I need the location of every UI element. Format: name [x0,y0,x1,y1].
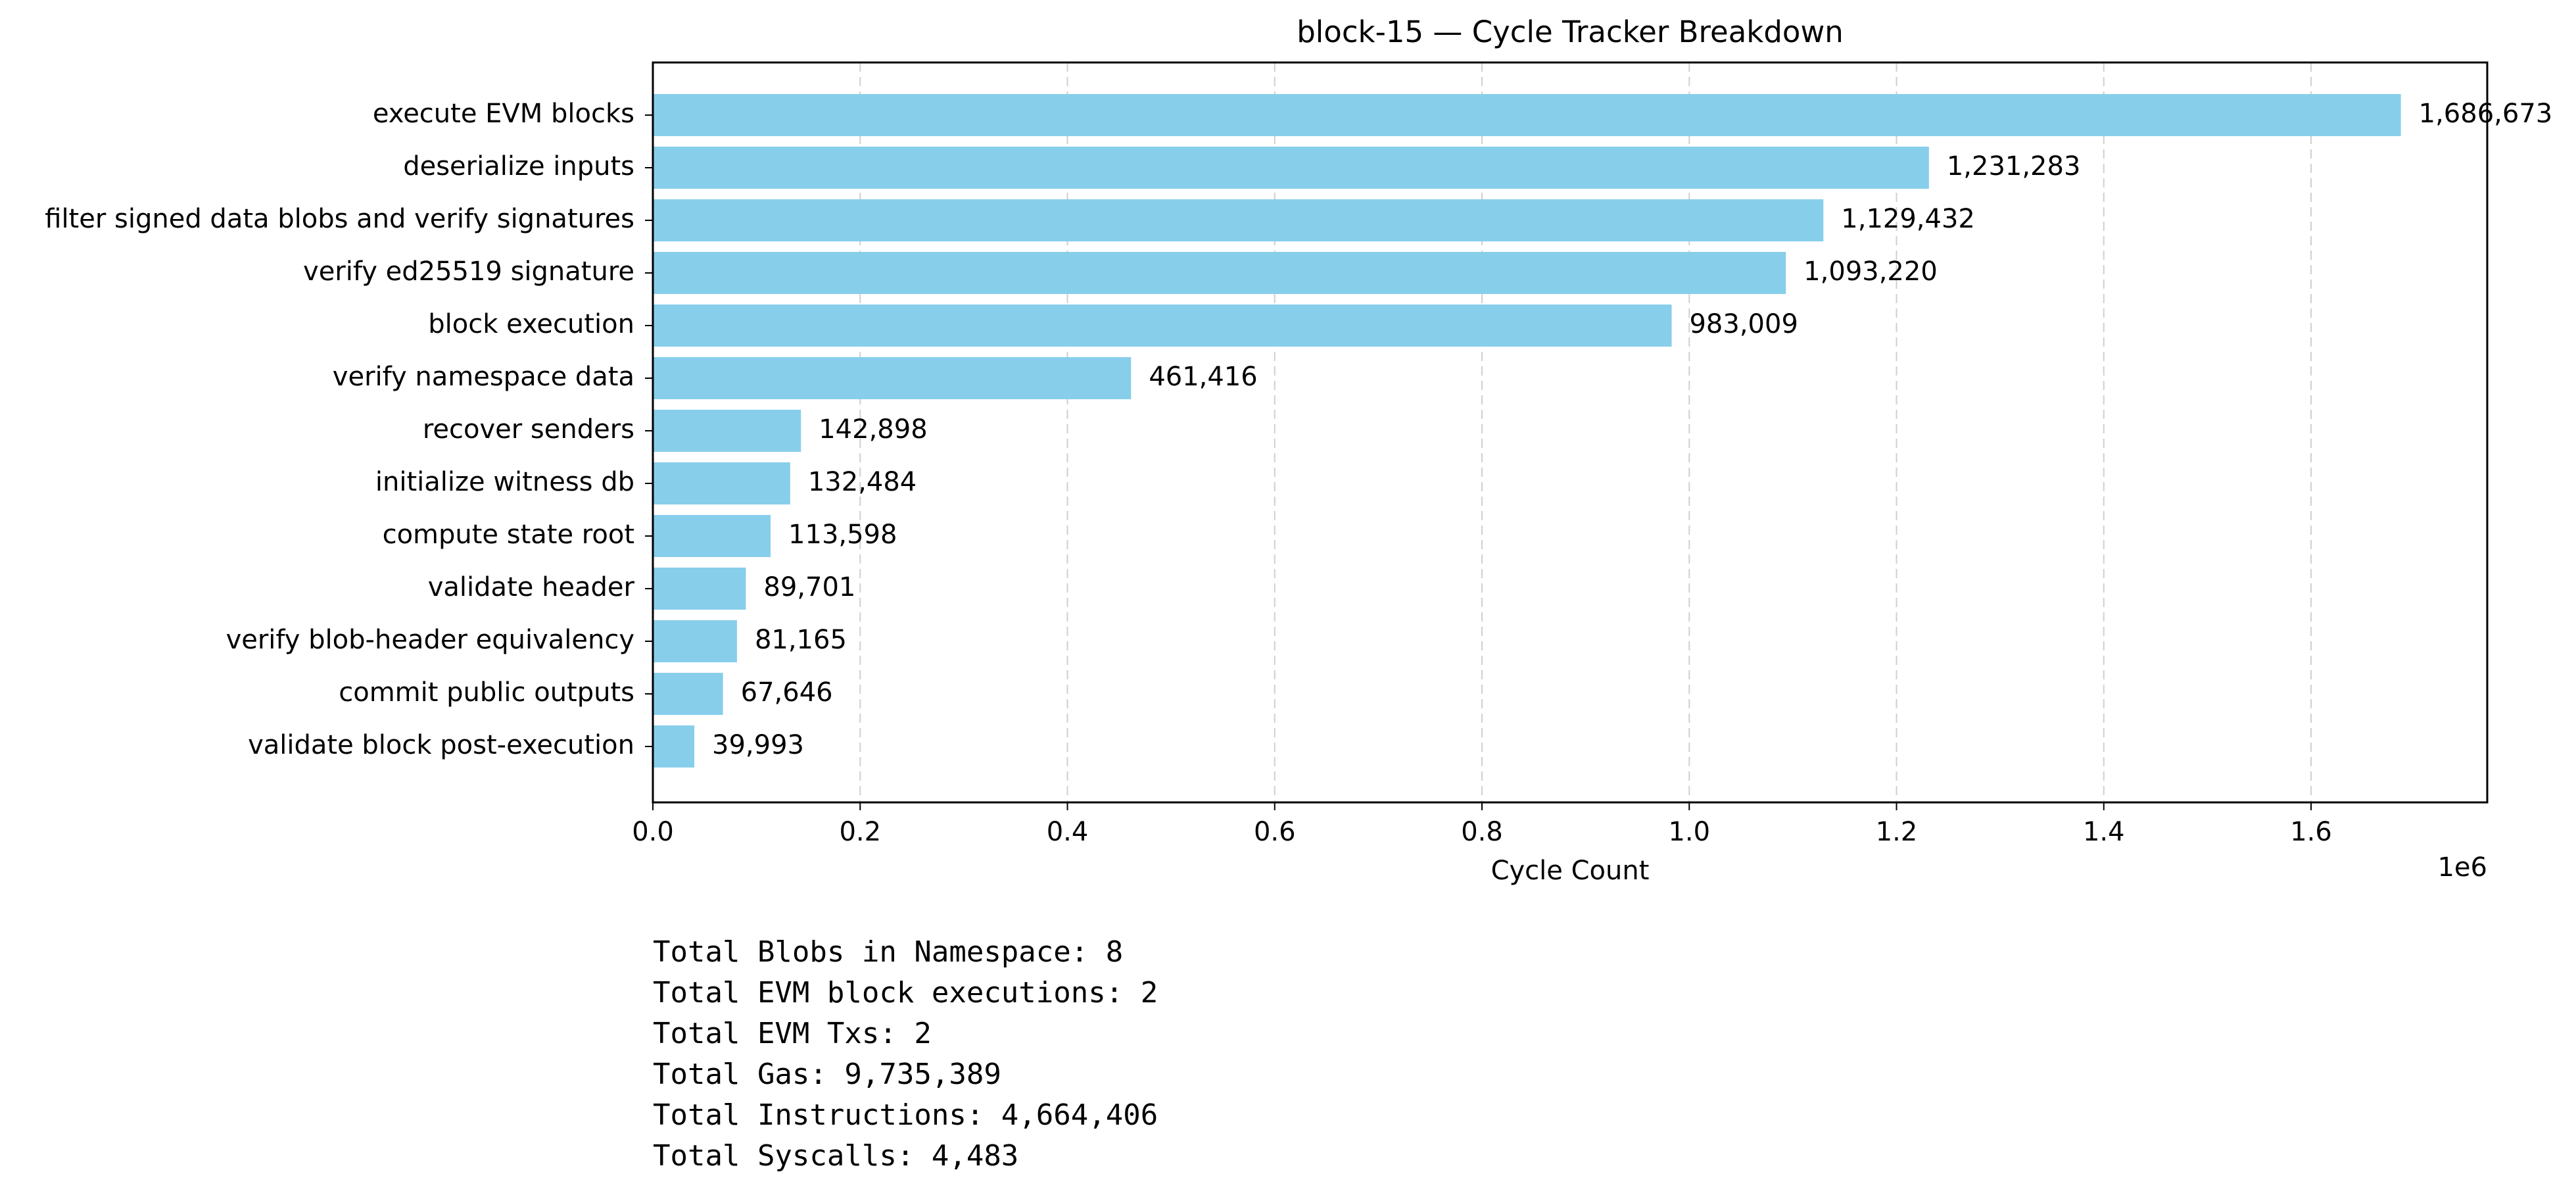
x-axis-label: Cycle Count [1491,856,1650,886]
y-tick-label: filter signed data blobs and verify sign… [45,204,634,234]
y-tick-label: recover senders [423,414,634,445]
summary-line: Total Blobs in Namespace: 8 [653,935,1123,969]
summary-block: Total Blobs in Namespace: 8 Total EVM blo… [653,935,1158,1173]
y-tick-label: verify ed25519 signature [303,256,634,287]
y-tick-label: verify blob-header equivalency [226,625,634,655]
data-label: 89,701 [763,572,855,602]
bar [653,462,790,504]
data-label: 1,686,673 [2419,99,2553,129]
x-tick-label: 0.2 [839,817,881,847]
summary-line: Total Instructions: 4,664,406 [653,1098,1158,1132]
x-tick-label: 1.2 [1876,817,1918,847]
y-tick-label: execute EVM blocks [373,99,634,129]
x-tick-label: 0.8 [1461,817,1503,847]
data-label: 983,009 [1689,309,1798,339]
summary-line: Total Syscalls: 4,483 [653,1139,1018,1173]
x-axis: 0.0 0.2 0.4 0.6 0.8 1.0 1.2 1.4 1.6 [632,802,2332,847]
summary-line: Total EVM block executions: 2 [653,976,1158,1010]
y-tick-label: validate block post-execution [248,730,634,760]
bar [653,94,2401,136]
bar [653,620,737,662]
data-label: 39,993 [712,730,804,760]
summary-line: Total EVM Txs: 2 [653,1017,932,1050]
data-label: 1,231,283 [1947,151,2081,182]
y-tick-label: compute state root [383,520,634,550]
bar [653,673,723,715]
bar [653,305,1672,347]
data-label: 142,898 [819,414,927,445]
bar [653,357,1132,399]
x-tick-label: 0.6 [1254,817,1296,847]
y-tick-label: deserialize inputs [403,151,634,182]
bar [653,725,695,768]
y-axis: execute EVM blocks deserialize inputs filt… [45,99,653,760]
data-label: 461,416 [1149,362,1257,392]
bar [653,199,1824,241]
plot-frame [652,61,2489,804]
bar [653,410,801,452]
data-label: 1,129,432 [1841,204,1975,234]
y-tick-label: validate header [428,572,635,602]
bars-layer [653,94,2401,768]
bar [653,515,771,557]
x-tick-label: 1.6 [2290,817,2332,847]
x-tick-label: 1.0 [1668,817,1710,847]
y-tick-label: verify namespace data [333,362,634,392]
y-tick-label: commit public outputs [339,677,634,708]
chart-title: block-15 — Cycle Tracker Breakdown [1297,14,1844,49]
data-label: 132,484 [808,467,917,497]
data-label: 1,093,220 [1803,256,1938,287]
bar [653,568,746,610]
x-tick-label: 0.0 [632,817,674,847]
bar [653,147,1929,189]
data-label: 113,598 [788,520,897,550]
data-label: 81,165 [755,625,847,655]
x-tick-label: 1.4 [2083,817,2125,847]
value-labels: 1,686,673 1,231,283 1,129,432 1,093,220983,… [712,99,2552,760]
data-label: 67,646 [741,677,833,708]
x-axis-scale-label: 1e6 [2437,852,2487,883]
y-tick-label: block execution [428,309,634,339]
x-tick-label: 0.4 [1047,817,1089,847]
bar [653,252,1786,294]
y-tick-label: initialize witness db [375,467,634,497]
summary-line: Total Gas: 9,735,389 [653,1058,1001,1091]
